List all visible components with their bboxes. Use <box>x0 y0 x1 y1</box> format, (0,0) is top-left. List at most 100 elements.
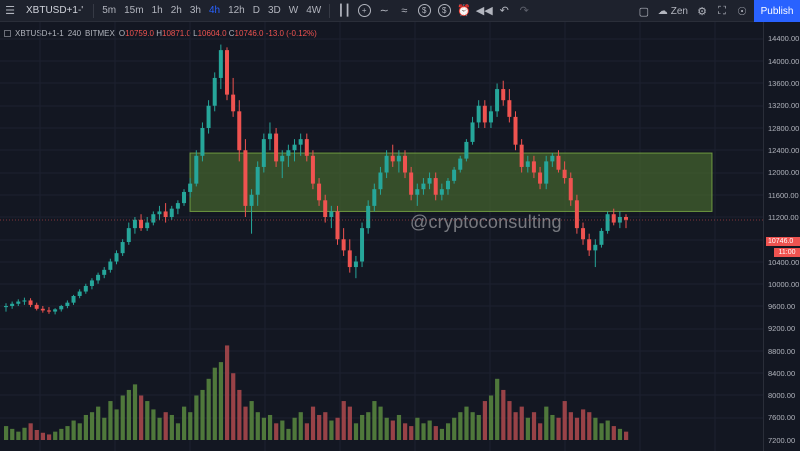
candle-body <box>335 211 340 240</box>
interval-w[interactable]: W <box>288 5 299 16</box>
candle-style-icon[interactable]: ┃┃ <box>337 5 351 17</box>
symbol-selector[interactable]: XBTUSD+1-' <box>26 5 84 16</box>
legend-high-value: 10871.0 <box>162 28 191 38</box>
price-tick-label: 14000.00 <box>768 57 800 66</box>
candle-body <box>372 189 377 206</box>
candle-body <box>507 100 512 117</box>
candle-body <box>531 161 536 173</box>
candle-body <box>249 194 254 206</box>
volume-bar <box>194 395 199 440</box>
volume-bar <box>495 378 500 440</box>
toolbar-divider <box>329 3 331 18</box>
redo-icon[interactable]: ↷ <box>519 5 529 17</box>
volume-bar <box>108 401 113 440</box>
camera-icon[interactable]: ☉ <box>737 5 747 18</box>
settings-gear-icon[interactable]: ⚙ <box>697 5 707 18</box>
candle-body <box>286 150 291 156</box>
candle-body <box>611 214 616 223</box>
resistance-zone-rect[interactable] <box>189 152 713 212</box>
volume-bar <box>10 428 15 440</box>
volume-bar <box>163 412 168 440</box>
volume-bar <box>347 406 352 440</box>
symbol-search-icon[interactable]: ☰ <box>5 5 15 17</box>
volume-bar <box>390 420 395 440</box>
candle-body <box>163 211 168 217</box>
volume-bar <box>427 420 432 440</box>
candle-body <box>323 200 328 217</box>
candle-body <box>605 214 610 231</box>
volume-bar <box>224 345 230 440</box>
candle-body <box>421 183 426 190</box>
candle-body <box>568 178 573 201</box>
legend-high-key: H <box>156 28 162 38</box>
compare-icon[interactable]: ∼ <box>379 5 389 17</box>
interval-d[interactable]: D <box>252 5 260 16</box>
volume-bar <box>384 417 389 440</box>
volume-bar <box>231 373 236 440</box>
replay-icon[interactable]: ◀◀ <box>475 5 493 17</box>
candle-body <box>617 217 622 223</box>
undo-icon[interactable]: ↶ <box>499 5 509 17</box>
candle-body <box>470 122 475 142</box>
candle-body <box>396 155 401 162</box>
chart-canvas[interactable] <box>0 22 763 451</box>
candle-body <box>132 219 137 229</box>
candle-body <box>83 285 88 292</box>
theme-label: Zen <box>670 5 688 17</box>
indicators-icon[interactable]: + <box>354 0 374 22</box>
interval-3d[interactable]: 3D <box>267 5 281 16</box>
candle-body <box>28 300 33 305</box>
candle-body <box>513 116 518 145</box>
price-tick-label: 8400.00 <box>768 369 796 378</box>
interval-2h[interactable]: 2h <box>170 5 182 16</box>
legend-high: H10871.0 <box>156 29 191 38</box>
volume-bar <box>482 401 488 440</box>
price-tick-label: 7600.00 <box>768 413 796 422</box>
templates-icon[interactable]: ≈ <box>401 4 408 17</box>
theme-selector[interactable]: ☁ Zen <box>654 0 692 22</box>
interval-4h[interactable]: 4h <box>208 5 221 16</box>
volume-bar <box>519 406 524 440</box>
volume-bar <box>531 412 537 440</box>
legend-close-key: C <box>228 28 235 38</box>
fullscreen-icon[interactable]: ⛶ <box>718 4 726 17</box>
volume-bar <box>421 423 426 440</box>
volume-bar <box>574 417 580 440</box>
legend-symbol[interactable]: XBTUSD+1-1 <box>15 28 64 38</box>
candle-body <box>145 222 150 229</box>
volume-bar <box>249 401 254 440</box>
candle-body <box>587 239 592 251</box>
alarm-clock-icon[interactable]: ⏰ <box>457 5 472 17</box>
interval-3h[interactable]: 3h <box>189 5 201 16</box>
volume-bar <box>329 420 334 440</box>
layout-icon[interactable]: ▢ <box>638 5 649 18</box>
volume-bar <box>274 423 279 440</box>
candle-body <box>544 161 549 184</box>
candle-body <box>102 269 107 275</box>
interval-12h[interactable]: 12h <box>228 5 245 16</box>
volume-bar <box>175 423 181 440</box>
volume-bar <box>372 401 377 440</box>
collapse-legend-icon[interactable] <box>4 29 11 37</box>
candle-body <box>34 304 39 309</box>
interval-1h[interactable]: 1h <box>151 5 163 16</box>
price-tick-label: 8800.00 <box>768 347 796 356</box>
alert-icon[interactable]: $ <box>414 0 434 22</box>
volume-bar <box>182 406 187 440</box>
candle-body <box>40 308 45 311</box>
volume-bar <box>501 389 506 440</box>
candle-body <box>139 219 144 229</box>
interval-4w[interactable]: 4W <box>306 5 322 16</box>
ideas-icon[interactable]: $ <box>434 0 454 22</box>
interval-5m[interactable]: 5m <box>102 5 117 16</box>
candle-body <box>538 172 543 184</box>
volume-bar <box>65 426 70 440</box>
publish-button[interactable]: Publish <box>754 0 800 22</box>
candle-body <box>96 274 101 281</box>
volume-bar <box>335 417 340 440</box>
volume-bar <box>22 427 27 440</box>
volume-bar <box>525 417 530 440</box>
volume-bar <box>96 406 101 440</box>
candle-body <box>433 178 438 195</box>
interval-15m[interactable]: 15m <box>124 5 144 16</box>
